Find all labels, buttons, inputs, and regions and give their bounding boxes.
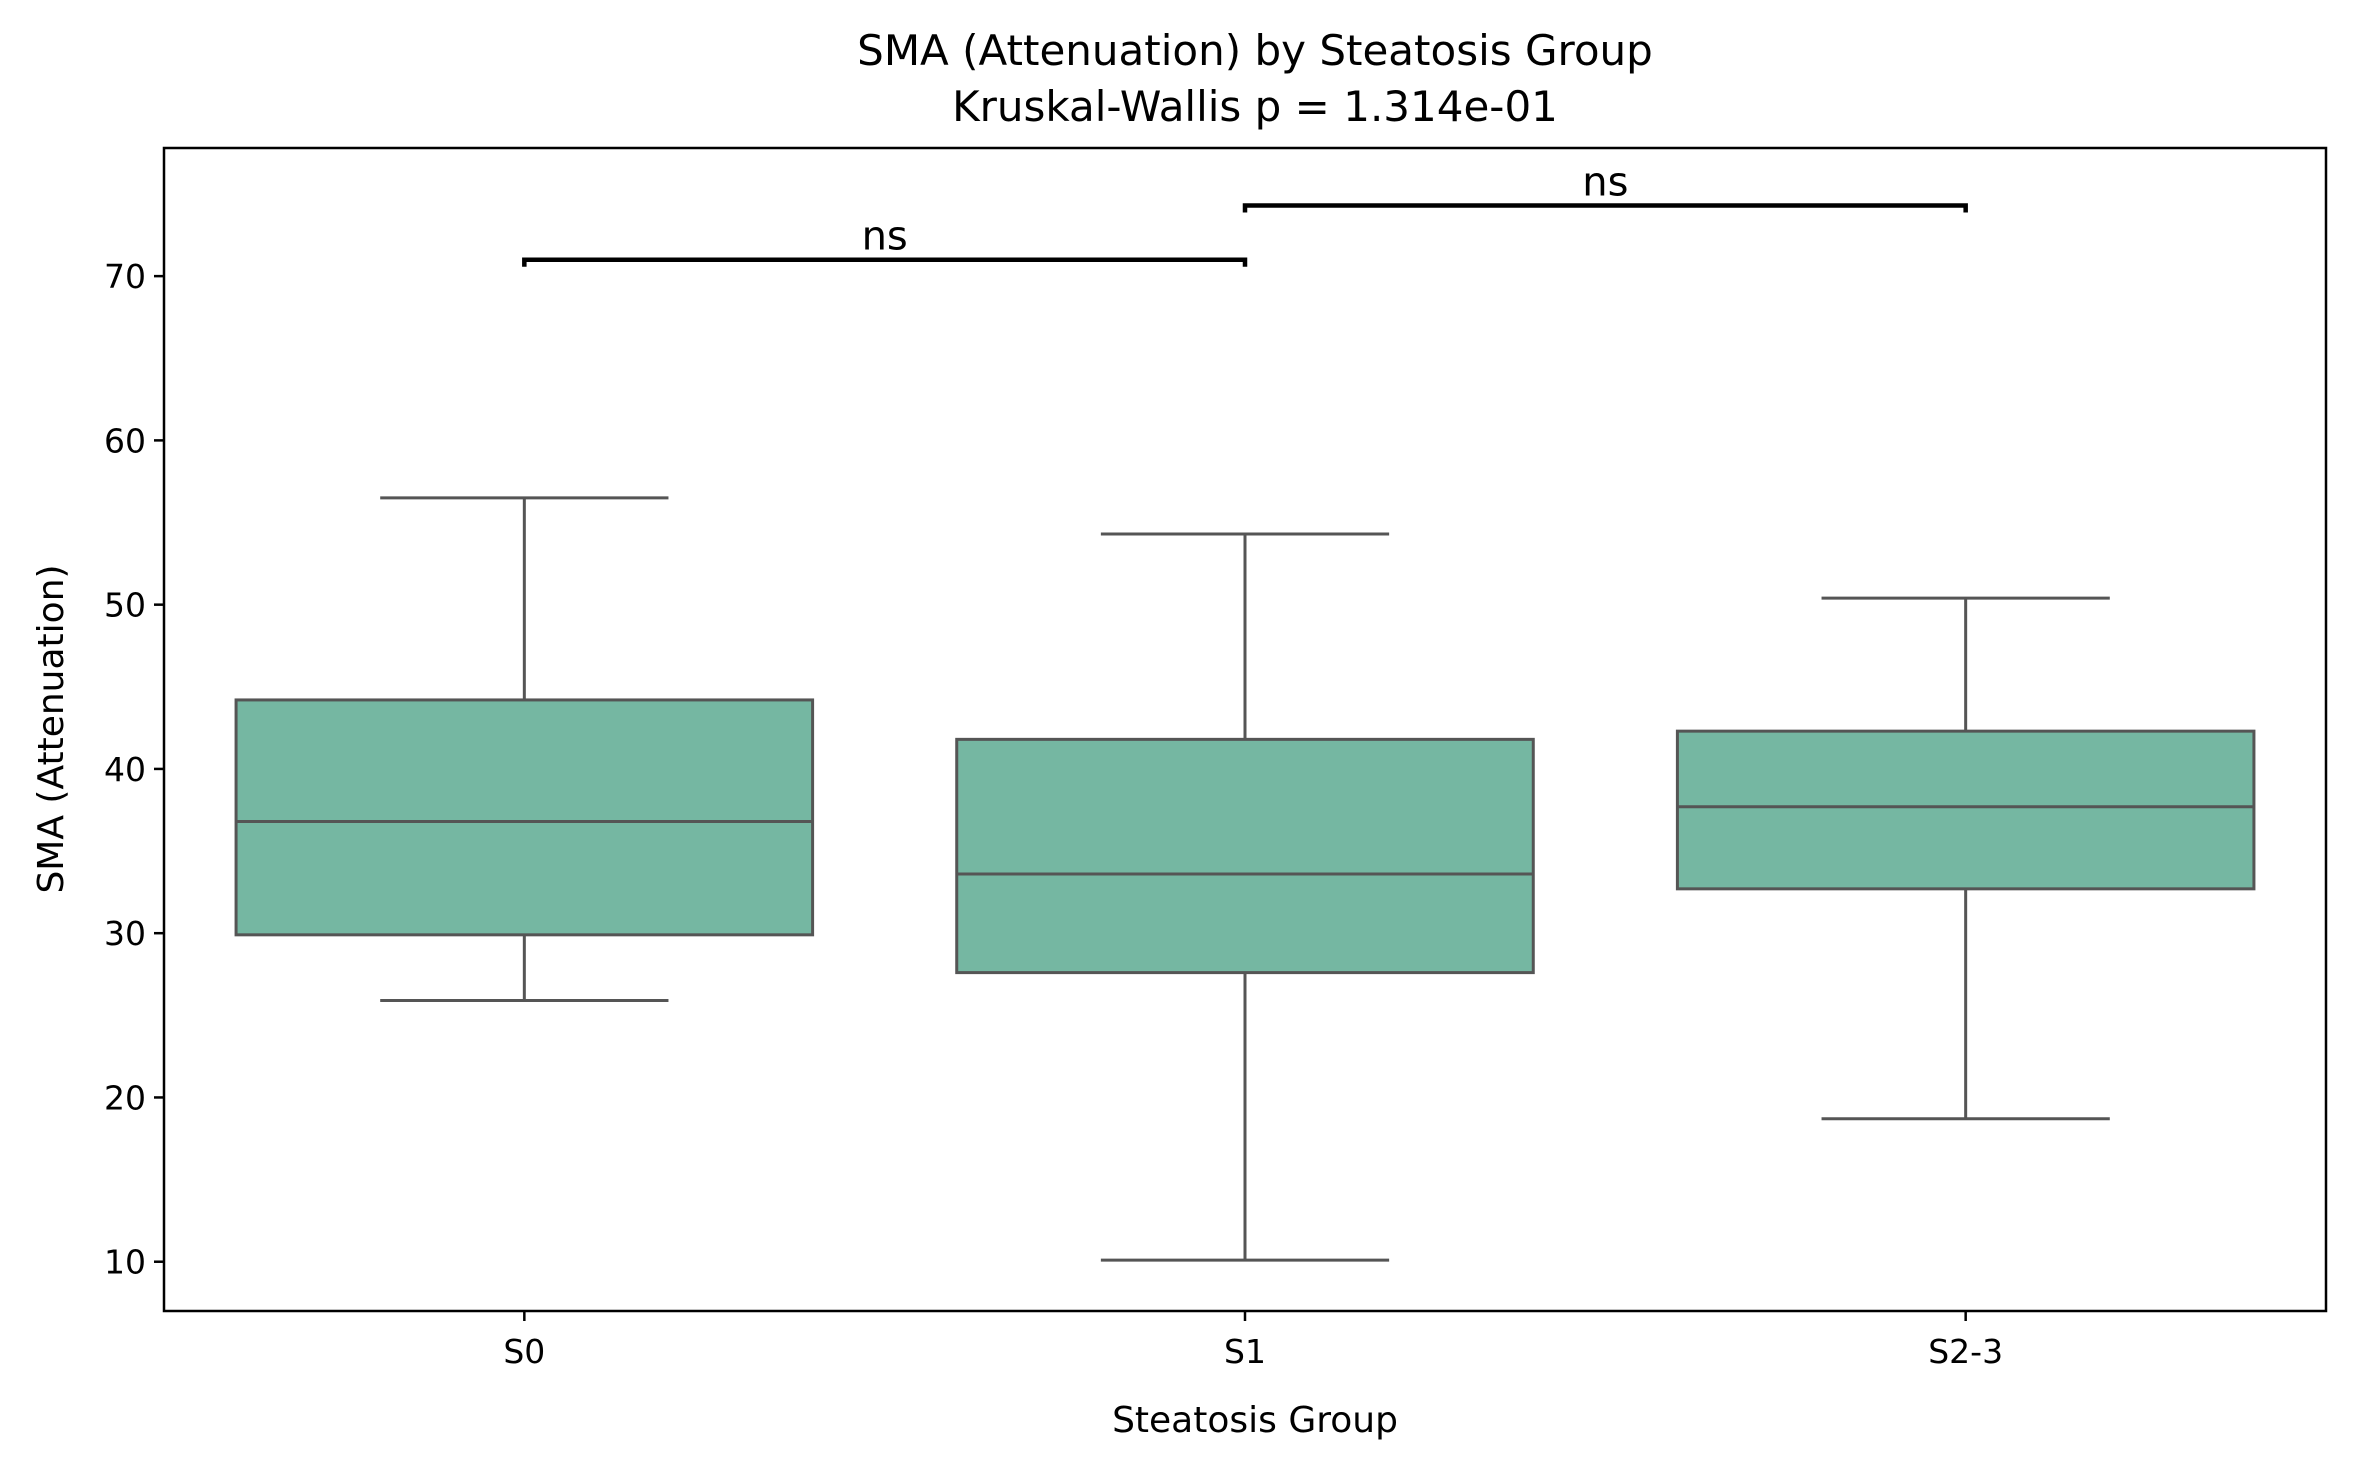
plot-area: 10 20 30 40 50 60 70 S0 S1 S2-3 ns ns — [104, 159, 2256, 1371]
x-tick-label: S1 — [1224, 1332, 1266, 1371]
chart-title: SMA (Attenuation) by Steatosis Group — [857, 26, 1653, 75]
significance-label: ns — [1582, 159, 1628, 205]
y-axis-label: SMA (Attenuation) — [31, 564, 72, 893]
y-tick-label: 20 — [104, 1078, 146, 1117]
significance-bracket — [1242, 203, 1968, 213]
x-tick-label: S2-3 — [1928, 1332, 2003, 1371]
y-tick-label: 50 — [104, 586, 146, 625]
plot-frame — [162, 146, 2328, 1313]
significance-label: ns — [862, 214, 908, 260]
significance-bracket — [522, 257, 1248, 267]
y-tick-label: 60 — [104, 421, 146, 460]
chart-subtitle: Kruskal-Wallis p = 1.314e-01 — [952, 82, 1558, 131]
box-s2-3 — [1675, 729, 2256, 891]
y-tick-label: 40 — [104, 750, 146, 789]
box-s0 — [234, 698, 815, 937]
box-s1 — [955, 737, 1535, 975]
y-tick-label: 10 — [104, 1243, 146, 1282]
y-tick-label: 70 — [104, 257, 146, 296]
x-axis-label: Steatosis Group — [1112, 1400, 1398, 1441]
y-tick-label: 30 — [104, 914, 146, 953]
x-tick-label: S0 — [503, 1332, 545, 1371]
